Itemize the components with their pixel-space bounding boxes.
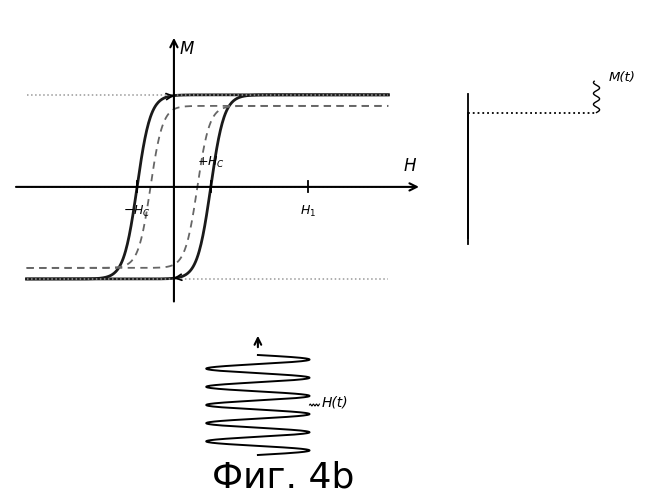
Text: H(t): H(t) [322,396,349,410]
Text: M(t): M(t) [608,71,635,84]
Text: Фиг. 4b: Фиг. 4b [212,461,355,495]
Text: $-H_C$: $-H_C$ [123,204,151,218]
Text: H: H [404,157,416,175]
Text: $H_1$: $H_1$ [300,204,316,218]
Text: $+H_C$: $+H_C$ [197,155,225,170]
Text: M: M [179,40,194,58]
